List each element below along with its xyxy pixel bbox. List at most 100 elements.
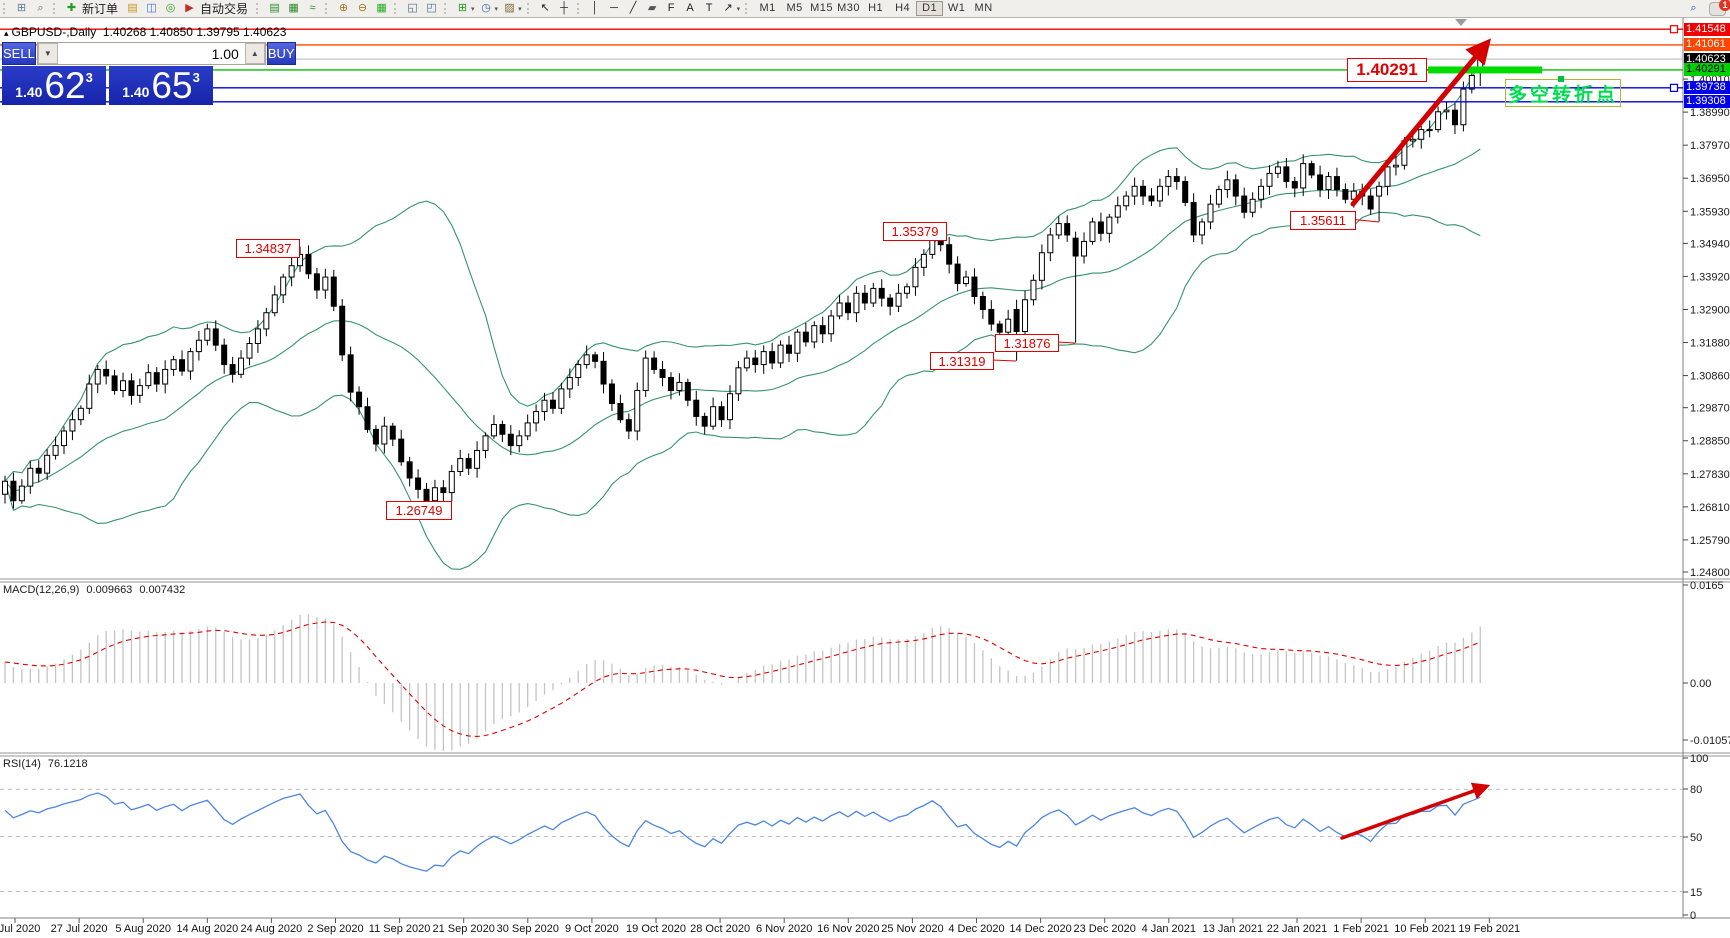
vertical-line-icon[interactable]: │ xyxy=(591,2,599,14)
date-label[interactable]: 4 Jan 2021 xyxy=(1141,923,1197,935)
notifications-icon[interactable]: 1 xyxy=(1709,0,1730,16)
price-tag-1.40291[interactable]: 1.40291 xyxy=(1347,58,1427,82)
timeframe-h1-button[interactable]: H1 xyxy=(868,2,884,14)
arrows-tool-icon[interactable]: ↗ xyxy=(723,2,733,14)
date-label[interactable]: 14 Dec 2020 xyxy=(1009,923,1072,935)
date-label[interactable]: 28 Oct 2020 xyxy=(690,923,751,935)
bollinger-upper-band[interactable] xyxy=(4,62,1481,482)
macd-pane[interactable] xyxy=(4,614,1481,752)
indicators-icon[interactable]: ⊞ xyxy=(457,2,468,14)
templates-icon[interactable]: ▨ xyxy=(504,2,515,14)
dropdown-caret-icon[interactable]: ▾ xyxy=(518,5,522,13)
date-label[interactable]: 9 Oct 2020 xyxy=(564,923,619,935)
candle-body xyxy=(1165,176,1172,187)
bollinger-middle-band[interactable] xyxy=(4,148,1481,492)
cursor-icon[interactable]: ↖ xyxy=(540,2,550,14)
resistance-highlight-bar[interactable] xyxy=(1428,66,1542,74)
crosshair-icon[interactable]: ┼ xyxy=(560,2,568,14)
price-tag-1.34837[interactable]: 1.34837 xyxy=(236,239,300,258)
autotrading-icon[interactable]: ▶ xyxy=(185,2,194,14)
date-label[interactable]: 11 Sep 2020 xyxy=(368,923,431,935)
price-tag-1.31876[interactable]: 1.31876 xyxy=(995,334,1059,352)
dropdown-caret-icon[interactable]: ▾ xyxy=(494,5,499,13)
chart-window-icon[interactable]: ⊞ xyxy=(16,2,27,14)
date-label[interactable]: 24 Aug 2020 xyxy=(240,923,303,935)
date-label[interactable]: 6 Nov 2020 xyxy=(756,923,813,935)
trend-arrow-object[interactable] xyxy=(1340,782,1491,840)
text-icon[interactable]: A xyxy=(686,2,694,14)
bollinger-lower-band[interactable] xyxy=(4,211,1481,570)
line-selection-handle[interactable] xyxy=(1669,25,1679,34)
date-label[interactable]: 10 Feb 2021 xyxy=(1394,923,1457,935)
date-label[interactable]: 19 Oct 2020 xyxy=(626,923,686,935)
volume-decrease-button[interactable]: ▼ xyxy=(37,43,58,64)
timeframe-d1-button[interactable]: D1 xyxy=(916,1,944,16)
zoom-out-icon[interactable]: ⊖ xyxy=(357,2,368,14)
auto-arrange-icon[interactable]: ◱ xyxy=(407,2,418,14)
date-label[interactable]: 13 Jan 2021 xyxy=(1202,923,1264,935)
date-label[interactable]: 25 Nov 2020 xyxy=(881,923,944,935)
price-tag-1.35611[interactable]: 1.35611 xyxy=(1290,211,1356,230)
horizontal-line-icon[interactable]: ─ xyxy=(610,2,618,14)
date-label[interactable]: 27 Jul 2020 xyxy=(50,923,108,935)
timeframe-m30-button[interactable]: M30 xyxy=(837,2,861,14)
candle-body xyxy=(1426,129,1433,132)
data-window-icon[interactable]: ◫ xyxy=(146,2,157,14)
date-label[interactable]: 16 Nov 2020 xyxy=(817,923,880,935)
timeframe-mn-button[interactable]: MN xyxy=(974,2,993,14)
timeframe-m1-button[interactable]: M1 xyxy=(759,2,776,14)
trend-arrow-object[interactable] xyxy=(1350,38,1492,207)
zoom-in-icon[interactable]: ⊕ xyxy=(338,2,349,14)
rsi-pane[interactable] xyxy=(0,788,1683,892)
date-label[interactable]: 7 Jul 2020 xyxy=(0,923,41,935)
autotrading-label[interactable]: 自动交易 xyxy=(200,2,249,16)
date-label[interactable]: 5 Aug 2020 xyxy=(115,923,172,935)
main-chart-pane[interactable] xyxy=(2,51,1484,570)
dropdown-caret-icon[interactable]: ▾ xyxy=(471,5,475,13)
print-preview-icon[interactable]: ⌕ xyxy=(37,2,44,14)
periods-icon[interactable]: ◷ xyxy=(481,2,491,14)
search-icon[interactable]: ⌕ xyxy=(1690,2,1697,14)
buy-price-display[interactable]: 1.40 65 3 xyxy=(109,66,213,105)
trendline-icon[interactable]: ╱ xyxy=(629,2,637,14)
price-tag-1.31319[interactable]: 1.31319 xyxy=(930,352,994,370)
sell-price-display[interactable]: 1.40 62 3 xyxy=(2,66,106,105)
track-chart-icon[interactable]: ◰ xyxy=(426,2,437,14)
timeframe-m15-button[interactable]: M15 xyxy=(810,2,834,14)
price-tag-1.26749[interactable]: 1.26749 xyxy=(386,501,452,520)
date-label[interactable]: 1 Feb 2021 xyxy=(1333,923,1389,935)
signal-icon[interactable]: ◎ xyxy=(165,2,176,14)
date-label[interactable]: 4 Dec 2020 xyxy=(948,923,1005,935)
date-label[interactable]: 22 Jan 2021 xyxy=(1266,923,1328,935)
bar-chart-icon[interactable]: ▤ xyxy=(269,2,280,14)
annotation-selection-handle[interactable] xyxy=(1558,76,1564,82)
date-label[interactable]: 21 Sep 2020 xyxy=(432,923,495,935)
date-label[interactable]: 19 Feb 2021 xyxy=(1458,923,1521,935)
price-tag-1.35379[interactable]: 1.35379 xyxy=(883,222,947,241)
timeframe-m5-button[interactable]: M5 xyxy=(786,2,803,14)
volume-increase-button[interactable]: ▲ xyxy=(244,43,265,64)
date-label[interactable]: 23 Dec 2020 xyxy=(1073,923,1136,935)
bull-bear-turning-point-annotation[interactable]: 多空转折点 xyxy=(1505,79,1621,107)
new-order-label[interactable]: 新订单 xyxy=(82,2,119,16)
chart-shift-marker[interactable] xyxy=(1455,19,1467,26)
line-selection-handle[interactable] xyxy=(1669,83,1679,92)
text-label-icon[interactable]: T xyxy=(705,2,713,14)
date-label[interactable]: 14 Aug 2020 xyxy=(176,923,239,935)
timeframe-h4-button[interactable]: H4 xyxy=(895,2,911,14)
dropdown-caret-icon[interactable]: ▾ xyxy=(736,5,741,13)
candlestick-chart-icon[interactable]: ▦ xyxy=(288,2,299,14)
line-chart-icon[interactable]: ≈ xyxy=(309,2,316,14)
fibonacci-icon[interactable]: F xyxy=(667,2,675,14)
equidistant-channel-icon[interactable]: ▰ xyxy=(647,2,657,14)
date-label[interactable]: 30 Sep 2020 xyxy=(496,923,559,935)
tile-windows-icon[interactable]: ▦ xyxy=(376,2,387,14)
volume-input[interactable] xyxy=(57,43,245,64)
date-label[interactable]: 2 Sep 2020 xyxy=(307,923,364,935)
timeframe-w1-button[interactable]: W1 xyxy=(947,2,966,14)
sell-button[interactable]: SELL xyxy=(2,42,36,65)
buy-button[interactable]: BUY xyxy=(266,42,296,65)
market-watch-icon[interactable]: ▤ xyxy=(127,2,138,14)
new-order-icon[interactable]: ✚ xyxy=(66,2,77,14)
